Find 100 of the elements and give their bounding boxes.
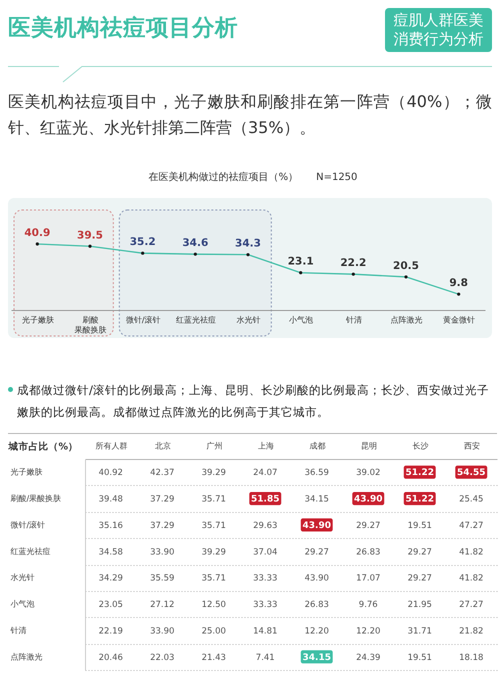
data-label: 35.59 (150, 574, 174, 584)
x-tick-label: 长沙 (412, 442, 428, 450)
data-label: 34.15 (304, 494, 329, 505)
data-label: 43.90 (304, 574, 329, 584)
data-label: 39.29 (202, 468, 226, 478)
data-label: 39.29 (202, 547, 226, 558)
y-tick-label: 微针/滚针 (10, 520, 46, 530)
data-label: 43.90 (302, 520, 331, 531)
data-label: 51.22 (406, 494, 434, 505)
data-label: 12.20 (304, 626, 329, 636)
data-label: 29.27 (356, 520, 380, 531)
data-label: 18.18 (459, 652, 484, 663)
x-tick-label: 微针/滚针 (126, 316, 161, 324)
y-tick-label: 红蓝光祛痘 (10, 546, 50, 556)
data-label: 22.03 (150, 652, 174, 663)
data-label: 7.41 (256, 652, 275, 663)
x-tick-label: 昆明 (360, 442, 377, 450)
data-label: 42.37 (150, 468, 174, 478)
data-label: 25.00 (202, 626, 226, 636)
data-label: 37.29 (150, 520, 174, 531)
data-label: 24.07 (253, 468, 278, 478)
y-tick-label: 水光针 (10, 573, 34, 582)
data-label: 34.15 (302, 652, 331, 663)
text: 医美机构祛痘项目中，光子嫩肤和刷酸排在第一阵营（40%）；微针、红蓝光、水光针排第二阵营（35%）。 (8, 91, 492, 139)
text: N=1250 (316, 172, 358, 183)
data-label: 34.29 (98, 574, 123, 584)
data-label: 29.27 (408, 547, 432, 558)
data-label: 33.90 (150, 547, 174, 558)
x-tick-label: 针清 (344, 316, 362, 324)
data-label: 35.2 (130, 236, 156, 248)
data-label: 39.48 (98, 494, 123, 505)
x-tick-label: 所有人群 (95, 442, 128, 450)
y-tick-label: 刷酸/果酸换肤 (10, 494, 62, 504)
y-tick-label: 光子嫩肤 (10, 468, 42, 477)
data-label: 34.6 (182, 237, 208, 250)
data-label: 41.82 (459, 547, 484, 558)
data-label: 43.90 (354, 494, 382, 505)
data-label: 36.59 (304, 468, 329, 478)
data-label: 41.82 (459, 574, 484, 584)
data-label: 29.27 (408, 574, 432, 584)
data-label: 33.90 (150, 626, 174, 636)
data-label: 40.9 (24, 227, 50, 239)
y-axis-title: 城市占比（%） (8, 440, 78, 452)
chart-title: 在医美机构做过的祛痘项目（%） (148, 172, 298, 183)
y-tick-label: 小气泡 (10, 600, 34, 609)
data-label: 35.71 (202, 520, 226, 531)
x-tick-label: 水光针 (236, 316, 260, 324)
data-label: 39.02 (356, 468, 380, 478)
data-label: 9.76 (358, 600, 378, 610)
data-label: 35.71 (202, 574, 226, 584)
y-tick-label: 点阵激光 (10, 652, 42, 662)
data-label: 39.5 (77, 229, 103, 242)
data-label: 22.19 (98, 626, 123, 636)
data-label: 34.58 (98, 547, 123, 558)
x-tick-label: 西安 (464, 442, 480, 450)
data-label: 51.85 (251, 494, 280, 505)
data-label: 37.29 (150, 494, 174, 505)
data-label: 24.39 (356, 652, 380, 663)
data-label: 29.63 (253, 520, 278, 531)
x-tick-label: 广州 (206, 442, 222, 450)
data-label: 23.05 (98, 600, 123, 610)
x-tick-label: 红蓝光祛痘 (176, 316, 216, 324)
data-label: 33.33 (253, 600, 278, 610)
data-label: 19.51 (408, 520, 432, 531)
x-tick-label: 黄金微针 (443, 316, 476, 324)
x-tick-label: 上海 (258, 442, 274, 450)
data-label: 26.83 (356, 547, 380, 558)
data-label: 35.16 (98, 520, 123, 531)
data-label: 27.12 (150, 600, 174, 610)
data-label: 21.82 (459, 626, 484, 636)
chart-title: 成都做过微针/滚针的比例最高；上海、昆明、长沙刷酸的比例最高；长沙、西安做过光子嫩肤的比例最高。成都做过点阵激光的比例高于其它城市。 (17, 382, 490, 421)
data-label: 19.51 (408, 652, 432, 663)
data-label: 34.3 (235, 238, 261, 250)
data-label: 21.95 (408, 600, 432, 610)
x-tick-label: 点阵激光 (390, 316, 422, 324)
data-label: 20.5 (393, 260, 419, 272)
data-label: 23.1 (288, 256, 314, 268)
data-label: 9.8 (449, 277, 468, 290)
data-label: 26.83 (304, 600, 329, 610)
data-label: 37.04 (253, 547, 278, 558)
x-tick-label: 北京 (154, 442, 171, 450)
data-label: 47.27 (459, 520, 484, 531)
data-label: 54.55 (457, 468, 486, 478)
x-tick-label: 刷酸果酸换肤 (74, 316, 106, 334)
data-label: 21.43 (202, 652, 226, 663)
x-tick-label: 成都 (309, 442, 326, 450)
data-label: 12.20 (356, 626, 380, 636)
data-label: 17.07 (356, 574, 380, 584)
text: 痘肌人群医美消费行为分析 (392, 11, 484, 49)
data-label: 51.22 (406, 468, 434, 478)
data-label: 35.71 (202, 494, 226, 505)
data-label: 25.45 (459, 494, 484, 505)
data-label: 33.33 (253, 574, 278, 584)
text: 医美机构祛痘项目分析 (8, 14, 238, 42)
data-label: 31.71 (408, 626, 432, 636)
data-label: 27.27 (459, 600, 484, 610)
data-label: 40.92 (98, 468, 123, 478)
data-label: 29.27 (304, 547, 329, 558)
data-label: 22.2 (340, 257, 366, 270)
data-label: 14.81 (253, 626, 278, 636)
